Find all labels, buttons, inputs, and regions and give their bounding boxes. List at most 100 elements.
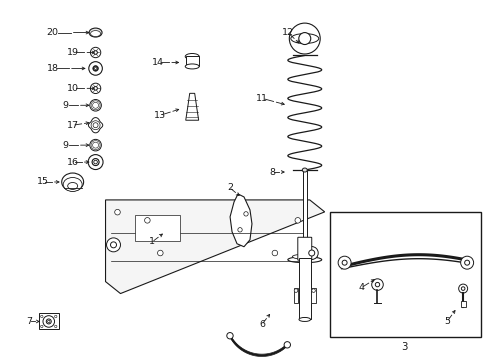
Bar <box>311 288 315 302</box>
Bar <box>460 301 465 306</box>
Text: 19: 19 <box>66 48 79 57</box>
Circle shape <box>47 320 50 323</box>
Text: 9: 9 <box>62 141 68 150</box>
Circle shape <box>311 289 315 292</box>
Polygon shape <box>105 200 324 293</box>
Circle shape <box>284 342 290 348</box>
Bar <box>135 215 180 241</box>
Text: 4: 4 <box>358 283 364 292</box>
Circle shape <box>144 217 150 223</box>
Text: 2: 2 <box>226 184 233 193</box>
Circle shape <box>92 142 99 148</box>
Polygon shape <box>185 93 198 120</box>
Circle shape <box>115 210 120 215</box>
Circle shape <box>244 212 248 216</box>
Ellipse shape <box>185 64 199 69</box>
Circle shape <box>90 47 101 58</box>
Ellipse shape <box>89 28 102 37</box>
Text: 8: 8 <box>268 167 274 176</box>
Text: 5: 5 <box>443 317 449 326</box>
Circle shape <box>55 325 57 328</box>
Circle shape <box>298 32 310 45</box>
Circle shape <box>90 139 101 151</box>
Circle shape <box>55 315 57 318</box>
Ellipse shape <box>63 177 82 192</box>
Circle shape <box>94 86 97 90</box>
Circle shape <box>106 238 120 252</box>
Ellipse shape <box>287 257 321 263</box>
Text: 1: 1 <box>149 237 155 246</box>
Text: 10: 10 <box>66 84 79 93</box>
Circle shape <box>289 23 320 54</box>
Text: 20: 20 <box>47 28 59 37</box>
Ellipse shape <box>67 183 78 189</box>
Circle shape <box>93 66 98 71</box>
Circle shape <box>41 325 43 328</box>
Polygon shape <box>229 194 251 247</box>
FancyBboxPatch shape <box>297 237 311 260</box>
Ellipse shape <box>90 31 101 37</box>
Text: 3: 3 <box>400 342 407 352</box>
Circle shape <box>43 316 55 327</box>
Circle shape <box>93 143 98 147</box>
Bar <box>329 212 480 337</box>
Circle shape <box>460 256 473 269</box>
Circle shape <box>47 319 51 323</box>
Circle shape <box>337 256 350 269</box>
Bar <box>39 314 59 329</box>
Circle shape <box>92 159 99 166</box>
Text: 6: 6 <box>259 320 264 329</box>
Ellipse shape <box>292 254 317 259</box>
Circle shape <box>110 242 116 248</box>
Circle shape <box>464 260 468 265</box>
Circle shape <box>91 121 100 130</box>
Text: 14: 14 <box>152 58 164 67</box>
Circle shape <box>342 260 346 265</box>
Text: 17: 17 <box>66 121 79 130</box>
Ellipse shape <box>302 168 306 172</box>
Circle shape <box>89 62 102 75</box>
Circle shape <box>94 160 97 164</box>
Circle shape <box>226 333 233 339</box>
Text: 7: 7 <box>26 317 32 326</box>
Ellipse shape <box>298 318 310 321</box>
Circle shape <box>294 217 300 223</box>
Circle shape <box>308 250 314 256</box>
Bar <box>303 170 306 240</box>
Ellipse shape <box>185 54 199 59</box>
Polygon shape <box>88 118 102 133</box>
Circle shape <box>157 250 163 256</box>
Text: 18: 18 <box>47 64 59 73</box>
Circle shape <box>90 83 101 94</box>
Bar <box>293 288 298 302</box>
Circle shape <box>305 247 318 260</box>
Text: 15: 15 <box>37 177 49 186</box>
Circle shape <box>88 154 103 170</box>
Text: 13: 13 <box>154 111 166 120</box>
Circle shape <box>458 284 467 293</box>
Circle shape <box>93 123 98 128</box>
Circle shape <box>294 289 297 292</box>
Circle shape <box>90 99 101 111</box>
Circle shape <box>94 51 97 54</box>
Circle shape <box>271 250 277 256</box>
Text: 12: 12 <box>281 28 293 37</box>
Ellipse shape <box>61 173 83 191</box>
Circle shape <box>237 228 242 232</box>
Circle shape <box>460 287 464 291</box>
Text: 11: 11 <box>255 94 267 103</box>
Circle shape <box>93 66 98 71</box>
Bar <box>298 258 310 319</box>
Circle shape <box>91 101 100 110</box>
Circle shape <box>46 319 51 324</box>
Circle shape <box>92 102 99 108</box>
Circle shape <box>371 279 383 291</box>
Circle shape <box>374 282 379 287</box>
Text: 16: 16 <box>66 158 79 167</box>
Text: 9: 9 <box>62 101 68 110</box>
Circle shape <box>93 103 98 107</box>
Bar <box>185 57 198 67</box>
Circle shape <box>92 159 99 165</box>
Circle shape <box>94 67 97 69</box>
Circle shape <box>91 141 100 150</box>
